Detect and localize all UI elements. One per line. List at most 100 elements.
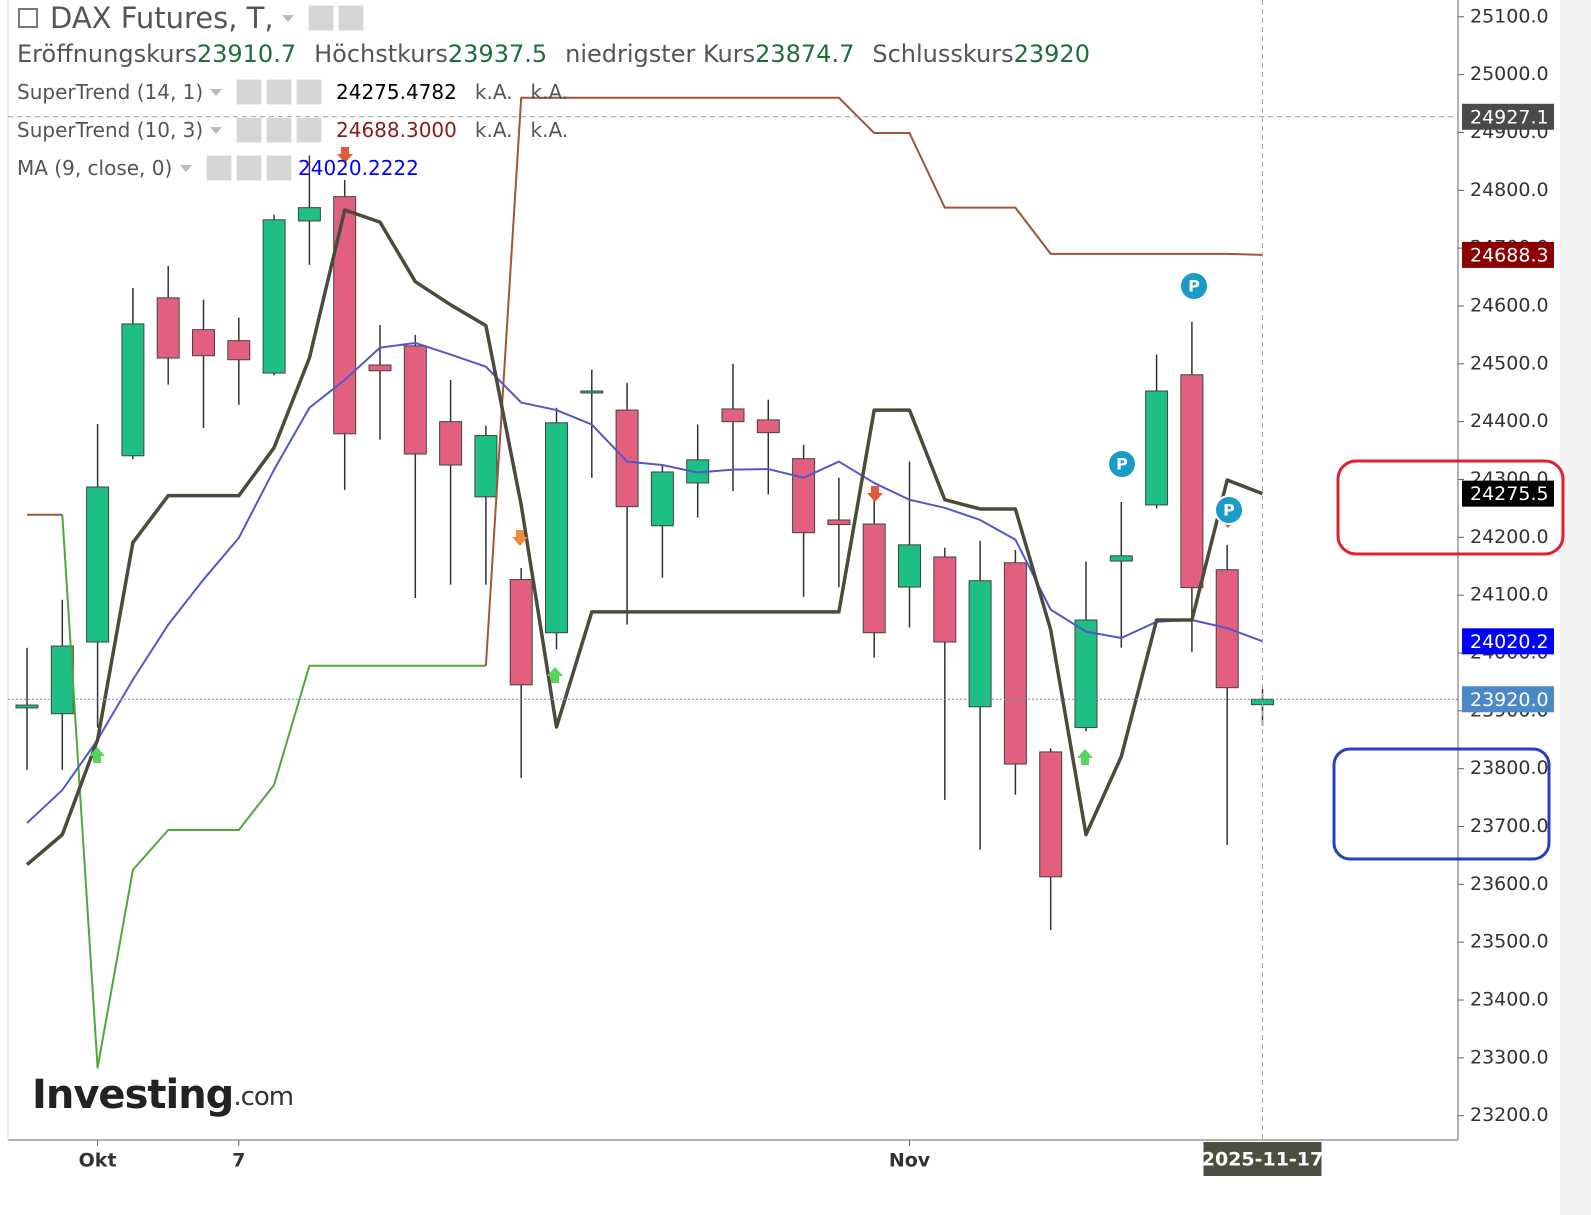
y-tick-label: 23500.0 (1470, 931, 1549, 953)
y-tick-label: 23800.0 (1470, 757, 1549, 779)
candle-body (615, 409, 639, 508)
eye-icon[interactable] (236, 117, 262, 143)
candle-body (121, 323, 145, 457)
close-icon[interactable] (296, 117, 322, 143)
indicator-row: SuperTrend (14, 1) 24275.4782 k.A. k.A. (17, 77, 586, 107)
ohlc-value: 23937.5 (447, 40, 548, 68)
candle-body (1180, 374, 1204, 589)
candle-body (1003, 562, 1027, 765)
supertrend-down-line (27, 96, 1263, 666)
watermark-brand: Investing (32, 1072, 233, 1118)
ohlc-row: Eröffnungskurs 23910.7 Höchstkurs 23937.5 … (17, 38, 1108, 70)
ohlc-value: 23874.7 (755, 40, 855, 68)
price-tag-label: 24927.1 (1470, 106, 1549, 128)
collapse-icon[interactable] (18, 8, 38, 28)
pattern-markers: P P P (1107, 271, 1244, 525)
y-tick-label: 24400.0 (1470, 410, 1549, 432)
indicator-note: k.A. (474, 118, 513, 142)
y-tick-label: 24600.0 (1470, 294, 1549, 316)
ohlc-label: Höchstkurs (314, 40, 448, 68)
gear-icon[interactable] (266, 117, 292, 143)
ohlc-value: 23910.7 (196, 40, 297, 68)
candle-body (15, 704, 39, 709)
candle-body (756, 419, 780, 434)
x-tick-label: 7 (232, 1150, 245, 1172)
candle-body (1109, 555, 1133, 562)
indicator-row: MA (9, close, 0) 24020.2222 (17, 153, 437, 183)
eye-icon[interactable] (307, 5, 334, 31)
highlight-box (1336, 459, 1565, 556)
plot (8, 96, 1458, 1069)
indicator-row: SuperTrend (10, 3) 24688.3000 k.A. k.A. (17, 115, 586, 145)
y-tick-label: 23700.0 (1470, 815, 1549, 837)
candle-body (297, 207, 321, 222)
price-tag-label: 24020.2 (1470, 631, 1549, 653)
price-tag-label: 24275.5 (1470, 483, 1549, 505)
supertrend-line (25, 208, 1264, 867)
dropdown[interactable] (180, 164, 192, 172)
gear-icon[interactable] (236, 155, 262, 181)
candle-body (1074, 619, 1098, 729)
candle-body (403, 345, 427, 455)
candle-body (474, 435, 498, 498)
candle-body (333, 196, 357, 435)
price-tag (1462, 103, 1554, 130)
candle-body (509, 579, 533, 686)
y-tick-label: 23300.0 (1470, 1046, 1549, 1068)
pattern-marker (1107, 449, 1137, 479)
pattern-label: P (1223, 501, 1235, 520)
dropdown[interactable] (210, 88, 222, 96)
candle-body (898, 544, 921, 588)
close-icon[interactable] (296, 79, 322, 105)
price-tag (1462, 628, 1554, 655)
axis-layer: 23200.0 23300.0 23400.0 23500.0 23600.0 23700… (8, 0, 1554, 1176)
indicator-value: 24020.2222 (298, 156, 419, 180)
candle-body (862, 523, 886, 634)
candle-body (368, 364, 392, 372)
dropdown[interactable] (281, 14, 294, 22)
sell-arrow (512, 530, 528, 546)
buy-arrow (547, 667, 563, 683)
candle-body (262, 219, 286, 374)
price-tag (1462, 480, 1554, 507)
indicator-value: 24688.3000 (336, 118, 457, 142)
candle-body (827, 519, 851, 526)
eye-icon[interactable] (206, 155, 232, 181)
buy-arrow (89, 747, 105, 763)
title: DAX Futures, T, (50, 1, 274, 35)
gear-icon[interactable] (266, 79, 292, 105)
price-tag-label: 24688.3 (1470, 244, 1549, 266)
candle-body (1145, 390, 1169, 506)
edge (1560, 0, 1591, 1215)
pattern-label: P (1188, 277, 1200, 296)
y-tick-label: 25000.0 (1470, 63, 1549, 85)
highlight-box (1332, 747, 1551, 861)
eye-icon[interactable] (236, 79, 262, 105)
ma-line (26, 341, 1263, 824)
pattern-marker (1179, 271, 1209, 301)
price-tag (1462, 686, 1554, 713)
y-tick-label: 25100.0 (1470, 5, 1549, 27)
indicator-note: k.A. (474, 80, 513, 104)
candle-body (192, 329, 215, 357)
y-tick-label: 24500.0 (1470, 352, 1549, 374)
candle-body (1039, 751, 1063, 878)
signal-arrows (89, 147, 1236, 765)
ohlc-label: niedrigster Kurs (565, 40, 756, 68)
candle-body (545, 422, 568, 634)
dropdown[interactable] (210, 126, 222, 134)
close-icon[interactable] (266, 155, 292, 181)
watermark-suffix: .com (233, 1082, 293, 1112)
candle-body (50, 645, 74, 715)
sell-arrow (337, 147, 353, 163)
x-tick-label: Okt (79, 1150, 117, 1172)
candle-body (650, 471, 674, 527)
y-tick-label: 24800.0 (1470, 179, 1549, 201)
gear-icon[interactable] (337, 5, 364, 31)
candle-body (580, 390, 604, 394)
candle-body (439, 421, 463, 466)
indicator-value: 24275.4782 (336, 80, 457, 104)
candle-body (792, 458, 816, 534)
